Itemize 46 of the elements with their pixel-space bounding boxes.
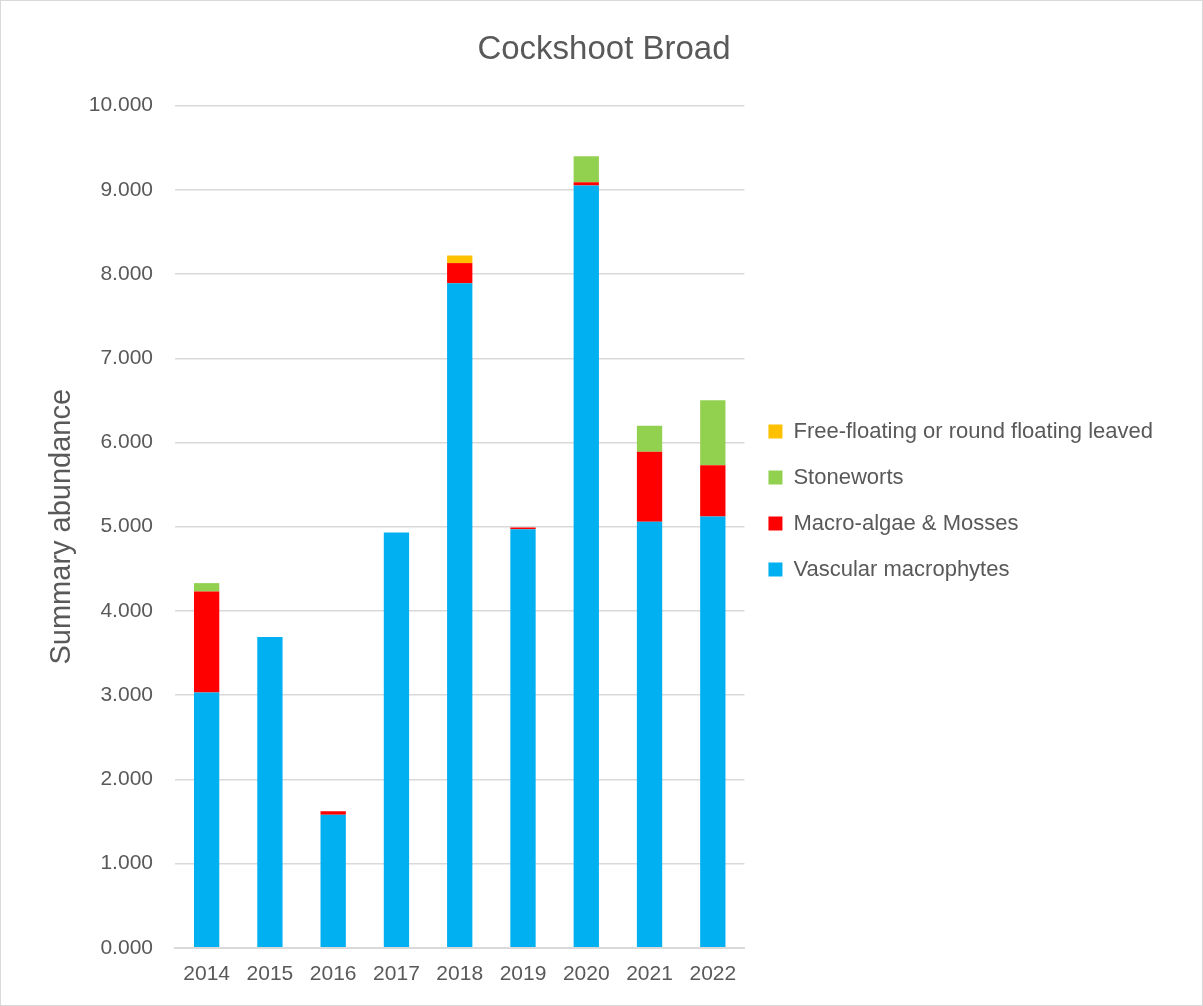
chart-title: Cockshoot Broad [477, 28, 731, 66]
bar [447, 255, 473, 264]
bar [573, 156, 599, 183]
x-tick-label: 2018 [436, 961, 484, 985]
x-tick-label: 2019 [499, 961, 547, 985]
bar [510, 529, 536, 948]
bar [573, 182, 599, 186]
bar [257, 637, 283, 948]
bar [193, 692, 220, 948]
y-axis-title: Summary abundance [44, 388, 77, 665]
legend-label: Vascular macrophytes [793, 555, 1010, 581]
bar [636, 451, 663, 522]
bar [193, 591, 220, 693]
bar [700, 465, 726, 517]
bar [636, 521, 663, 948]
bar [193, 583, 220, 592]
y-tick-label: 8.000 [100, 260, 153, 284]
bar [700, 400, 726, 466]
x-tick-label: 2020 [562, 961, 610, 985]
y-tick-label: 4.000 [100, 597, 153, 621]
bar [320, 814, 346, 948]
bar [447, 283, 473, 948]
y-tick-label: 3.000 [100, 681, 153, 705]
x-tick-label: 2015 [246, 961, 294, 985]
legend-label: Stoneworts [793, 463, 904, 489]
bar [447, 263, 473, 284]
legend-label: Macro-algae & Mosses [793, 509, 1019, 535]
y-tick-label: 7.000 [100, 345, 153, 369]
y-tick-label: 2.000 [100, 766, 153, 790]
bar [383, 532, 410, 948]
bar [320, 811, 346, 815]
legend-label: Free-floating or round floating leaved [793, 417, 1154, 443]
x-tick-label: 2016 [309, 961, 357, 985]
y-tick-label: 6.000 [100, 429, 153, 453]
y-tick-label: 10.000 [88, 92, 153, 116]
x-tick-label: 2017 [373, 961, 420, 985]
y-tick-label: 9.000 [100, 176, 153, 200]
y-tick-label: 5.000 [100, 513, 153, 537]
x-tick-label: 2022 [689, 961, 737, 985]
y-tick-label: 1.000 [100, 850, 153, 874]
bar [573, 185, 599, 948]
y-tick-label: 0.000 [100, 934, 153, 958]
x-tick-label: 2021 [626, 961, 673, 985]
bar [700, 516, 726, 948]
x-tick-label: 2014 [183, 961, 231, 985]
bar [636, 425, 663, 452]
